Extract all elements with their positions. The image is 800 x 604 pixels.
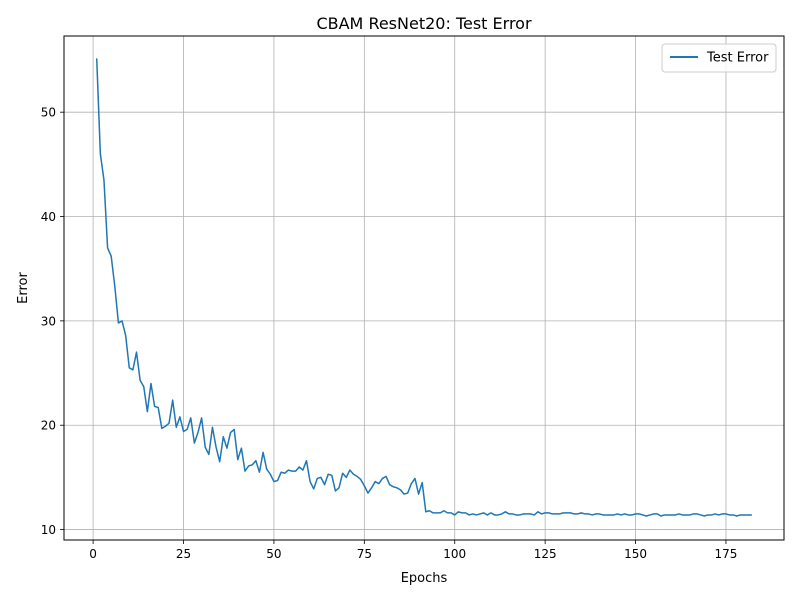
x-tick-label: 25: [176, 547, 191, 561]
x-tick-label: 150: [624, 547, 647, 561]
x-axis-label: Epochs: [401, 571, 448, 586]
x-tick-label: 100: [443, 547, 466, 561]
plot-area-frame: [63, 35, 785, 541]
axis-ticks: 0 25 50 75 100 125 150 175 10 20 30 40 50: [41, 106, 738, 561]
x-tick-label: 175: [715, 547, 738, 561]
y-tick-label: 10: [41, 523, 56, 537]
x-tick-label: 0: [89, 547, 97, 561]
legend-box: [661, 43, 777, 73]
legend-label-test-error: Test Error: [706, 51, 769, 66]
y-tick-label: 30: [41, 314, 56, 328]
y-tick-label: 50: [41, 106, 56, 120]
chart-title: CBAM ResNet20: Test Error: [316, 14, 532, 33]
grid-lines: [64, 36, 784, 540]
y-tick-label: 40: [41, 210, 56, 224]
series-line-test-error: [95, 58, 753, 517]
y-tick-label: 20: [41, 419, 56, 433]
x-tick-label: 75: [357, 547, 372, 561]
x-tick-label: 125: [534, 547, 557, 561]
series-layer: [95, 58, 753, 517]
legend: Test Error: [661, 43, 777, 73]
y-axis-label: Error: [16, 272, 31, 304]
x-tick-label: 50: [266, 547, 281, 561]
